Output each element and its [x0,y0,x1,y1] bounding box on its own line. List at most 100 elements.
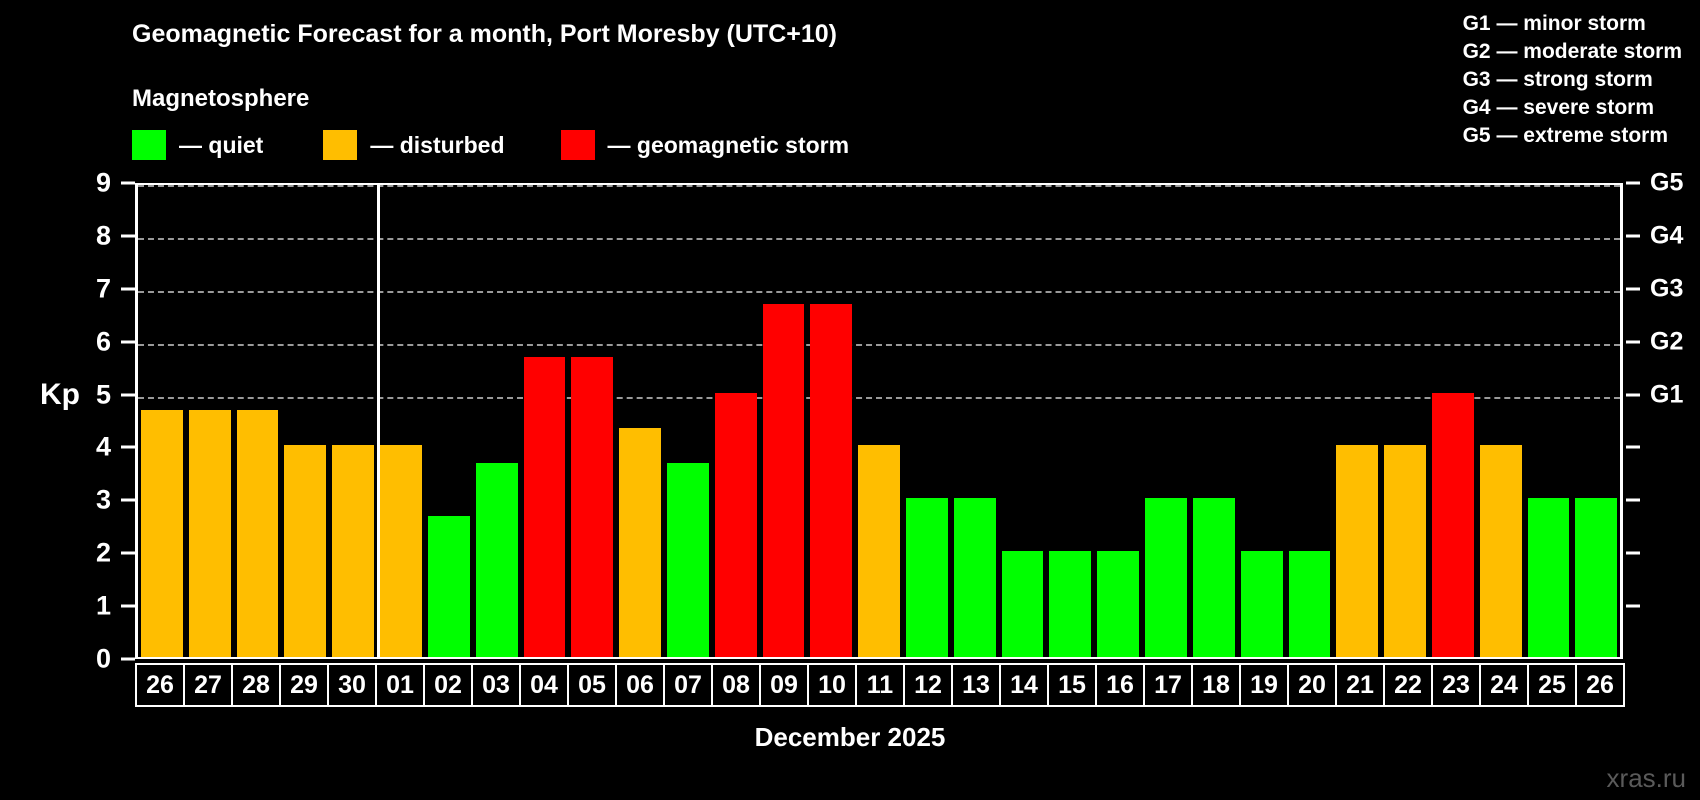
red-square-icon [560,130,595,160]
bar-day-24[interactable] [1479,445,1522,657]
day-label-10[interactable]: 10 [807,663,857,707]
day-label-01[interactable]: 01 [375,663,425,707]
bar-day-04[interactable] [523,357,566,657]
bar-day-26[interactable] [1575,498,1618,657]
bar-day-11[interactable] [858,445,900,657]
day-label-07[interactable]: 07 [663,663,713,707]
bar-day-08[interactable] [714,392,757,657]
bar-day-19[interactable] [1240,551,1283,657]
day-label-09[interactable]: 09 [759,663,809,707]
day-label-11[interactable]: 11 [855,663,905,707]
day-label-04[interactable]: 04 [519,663,569,707]
day-label-26[interactable]: 26 [1575,663,1625,707]
bar-slot[interactable] [616,185,664,657]
day-label-16[interactable]: 16 [1095,663,1145,707]
bar-slot[interactable] [1477,185,1525,657]
day-label-29[interactable]: 29 [279,663,329,707]
legend-item-geomagnetic-storm: — geomagnetic storm [560,130,849,160]
day-label-25[interactable]: 25 [1527,663,1577,707]
bar-day-03[interactable] [475,462,518,657]
day-label-06[interactable]: 06 [615,663,665,707]
day-label-27[interactable]: 27 [183,663,233,707]
bar-slot[interactable] [855,185,903,657]
bar-day-02[interactable] [427,515,470,657]
bar-slot[interactable] [1572,185,1620,657]
day-label-14[interactable]: 14 [999,663,1049,707]
bar-day-22[interactable] [1384,445,1426,657]
bar-day-13[interactable] [953,498,996,657]
bar-slot[interactable] [186,185,234,657]
bar-slot[interactable] [1046,185,1094,657]
bar-slot[interactable] [903,185,951,657]
page-title: Geomagnetic Forecast for a month, Port M… [132,20,837,48]
bar-slot[interactable] [1333,185,1381,657]
day-label-02[interactable]: 02 [423,663,473,707]
bar-slot[interactable] [807,185,855,657]
day-label-24[interactable]: 24 [1479,663,1529,707]
bar-day-30[interactable] [332,445,375,657]
day-label-23[interactable]: 23 [1431,663,1481,707]
day-label-17[interactable]: 17 [1143,663,1193,707]
bar-day-29[interactable] [284,445,327,657]
bar-slot[interactable] [664,185,712,657]
bar-slot[interactable] [999,185,1047,657]
day-label-05[interactable]: 05 [567,663,617,707]
bar-slot[interactable] [1094,185,1142,657]
bar-day-01[interactable] [380,445,422,657]
day-label-08[interactable]: 08 [711,663,761,707]
day-label-18[interactable]: 18 [1191,663,1241,707]
day-label-13[interactable]: 13 [951,663,1001,707]
bar-day-05[interactable] [571,357,614,657]
day-label-28[interactable]: 28 [231,663,281,707]
day-label-03[interactable]: 03 [471,663,521,707]
bar-slot[interactable] [568,185,616,657]
day-label-20[interactable]: 20 [1287,663,1337,707]
bar-day-10[interactable] [810,304,853,657]
bar-day-15[interactable] [1049,551,1092,657]
bar-slot[interactable] [1190,185,1238,657]
bar-slot[interactable] [377,185,425,657]
bar-slot[interactable] [1429,185,1477,657]
bar-day-23[interactable] [1431,392,1474,657]
bar-day-12[interactable] [906,498,948,657]
bar-day-07[interactable] [666,462,709,657]
bar-slot[interactable] [329,185,377,657]
bar-slot[interactable] [951,185,999,657]
day-label-12[interactable]: 12 [903,663,953,707]
bar-day-21[interactable] [1336,445,1379,657]
bar-day-26[interactable] [141,410,183,657]
bar-slot[interactable] [473,185,521,657]
bar-slot[interactable] [1286,185,1334,657]
bar-day-16[interactable] [1097,551,1140,657]
bar-slot[interactable] [138,185,186,657]
bar-day-09[interactable] [762,304,805,657]
bar-day-06[interactable] [619,428,661,657]
bar-day-25[interactable] [1527,498,1570,657]
day-label-19[interactable]: 19 [1239,663,1289,707]
day-label-22[interactable]: 22 [1383,663,1433,707]
day-label-26[interactable]: 26 [135,663,185,707]
y-tick-mark-0 [121,657,135,661]
g-tick-label-G4: G4 [1650,221,1684,250]
day-label-30[interactable]: 30 [327,663,377,707]
bar-day-20[interactable] [1288,551,1331,657]
day-label-15[interactable]: 15 [1047,663,1097,707]
bar-day-17[interactable] [1145,498,1187,657]
bar-slot[interactable] [281,185,329,657]
bar-slot[interactable] [712,185,760,657]
bar-day-28[interactable] [236,410,279,657]
bar-day-18[interactable] [1192,498,1235,657]
bar-day-14[interactable] [1001,551,1044,657]
bar-slot[interactable] [521,185,569,657]
bar-slot[interactable] [1142,185,1190,657]
bar-slot[interactable] [1238,185,1286,657]
bar-day-27[interactable] [188,410,231,657]
bar-slot[interactable] [1381,185,1429,657]
bar-slot[interactable] [1525,185,1573,657]
day-label-21[interactable]: 21 [1335,663,1385,707]
bar-slot[interactable] [234,185,282,657]
y-tick-mark-9 [121,181,135,185]
plot-area [135,183,1623,659]
bar-slot[interactable] [425,185,473,657]
bar-slot[interactable] [760,185,808,657]
